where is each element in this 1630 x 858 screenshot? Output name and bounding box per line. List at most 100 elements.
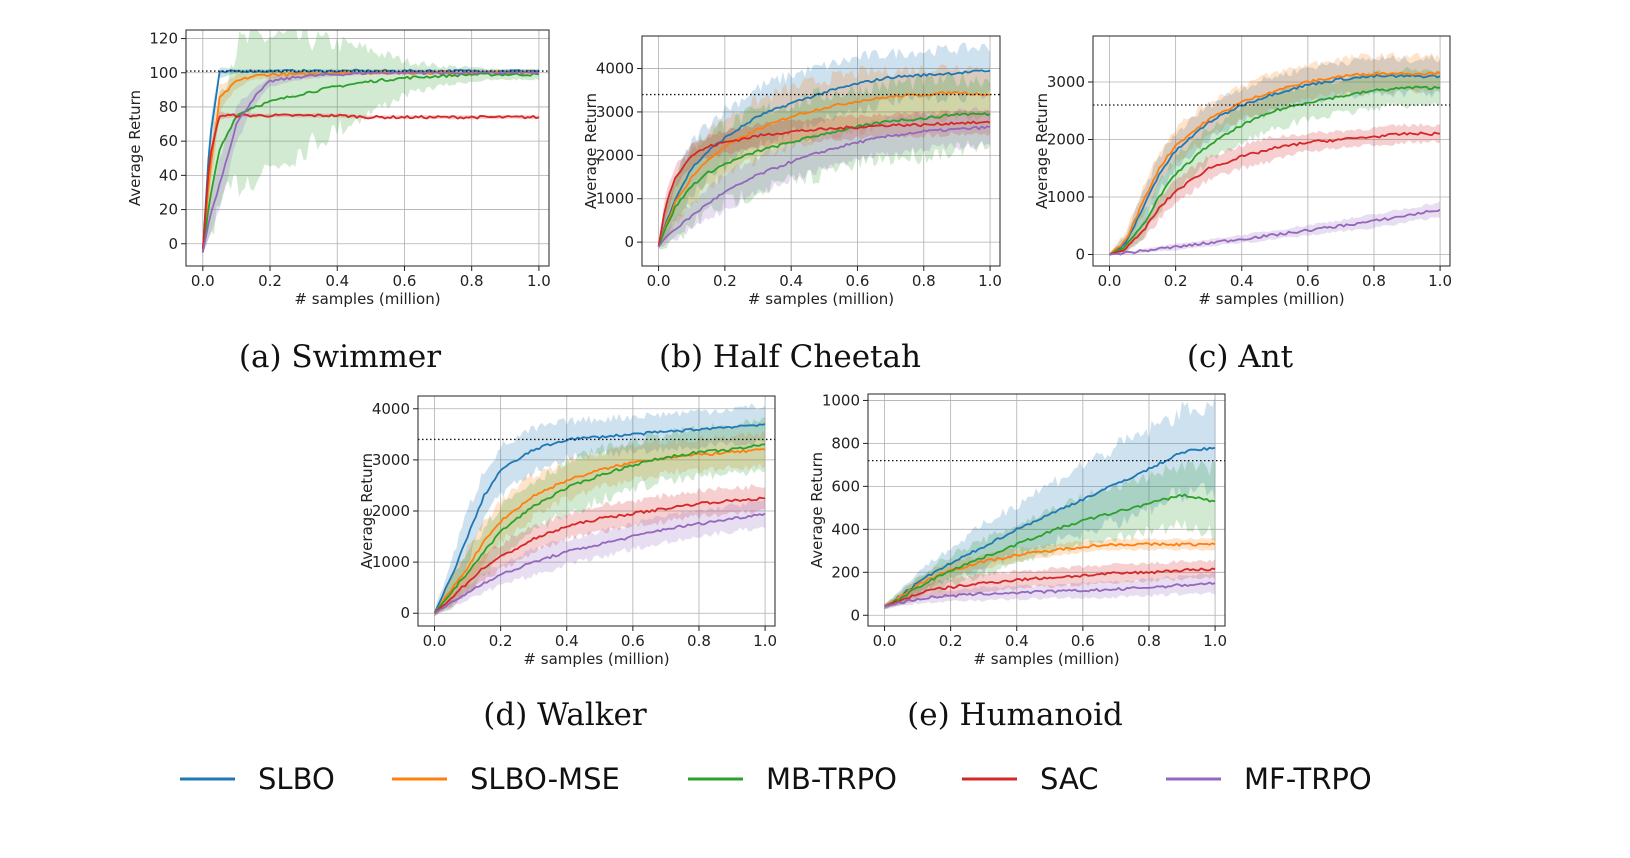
series-line-mb-trpo: [884, 493, 1216, 608]
y-tick-label: 1000: [1047, 188, 1085, 206]
series-line-mb-trpo: [433, 443, 766, 614]
series-line-sac: [657, 120, 991, 247]
x-tick-label: 0.2: [713, 272, 737, 290]
x-tick-label: 0.4: [1005, 632, 1029, 650]
x-tick-label: 1.0: [978, 272, 1002, 290]
x-axis-label: # samples (million): [1198, 290, 1344, 308]
series-line-mb-trpo: [657, 112, 991, 247]
y-tick-label: 40: [159, 166, 178, 184]
series-line-sac: [884, 567, 1216, 608]
y-axis-label: Average Return: [358, 453, 376, 569]
legend-item-sac: SAC: [962, 762, 1099, 796]
panel-3: 0.0 0.2 0.4 0.6 0.8 1.0 0 1000 2000 3000 # samples…: [1033, 35, 1452, 375]
x-axis-label: # samples (million): [523, 650, 669, 668]
y-axis-label: Average Return: [808, 452, 826, 568]
legend-item-mb-trpo: MB-TRPO: [688, 762, 897, 796]
panel-5: 0.0 0.2 0.4 0.6 0.8 1.0 0 200 400 600 800 1000 # sam…: [808, 391, 1227, 733]
panel-1: 0.0 0.2 0.4 0.6 0.8 1.0 0 20 40 60 80 100 120 # sampl…: [126, 29, 551, 375]
x-tick-label: 0.0: [191, 272, 215, 290]
x-tick-label: 1.0: [1203, 632, 1227, 650]
y-tick-label: 60: [159, 132, 178, 150]
series-line-slbo-mse: [657, 90, 991, 247]
y-tick-label: 0: [1075, 246, 1085, 264]
legend-label: SLBO: [258, 762, 335, 796]
series-line-sac: [1109, 131, 1441, 256]
x-tick-label: 0.4: [779, 272, 803, 290]
series-line-mf-trpo: [884, 581, 1216, 608]
x-tick-label: 0.2: [489, 632, 513, 650]
x-tick-label: 0.0: [647, 272, 671, 290]
series-line-mb-trpo: [1109, 85, 1441, 256]
series-line-slbo-mse: [884, 542, 1216, 608]
y-tick-label: 2000: [1047, 131, 1085, 149]
panel-4: 0.0 0.2 0.4 0.6 0.8 1.0 0 1000 2000 3000 4000 # sam…: [358, 395, 777, 733]
plot-area: [433, 403, 766, 617]
band-mb-trpo: [202, 30, 539, 254]
x-tick-label: 0.4: [325, 272, 349, 290]
y-tick-label: 100: [149, 64, 178, 82]
band-sac: [884, 558, 1216, 610]
y-tick-label: 1000: [372, 553, 410, 571]
y-tick-label: 0: [400, 604, 410, 622]
y-tick-label: 3000: [372, 451, 410, 469]
legend-label: MB-TRPO: [766, 762, 897, 796]
x-tick-label: 0.6: [846, 272, 870, 290]
x-axis-label: # samples (million): [973, 650, 1119, 668]
x-tick-label: 0.8: [1362, 272, 1386, 290]
x-tick-label: 0.2: [258, 272, 282, 290]
x-tick-label: 0.4: [555, 632, 579, 650]
band-slbo-mse: [658, 64, 991, 249]
y-tick-label: 1000: [822, 391, 860, 409]
band-slbo-mse: [202, 70, 539, 255]
band-sac: [658, 109, 991, 249]
band-mf-trpo: [1109, 201, 1441, 256]
series-line-slbo-mse: [1108, 71, 1441, 256]
x-tick-label: 0.0: [873, 632, 897, 650]
panel-caption: (b) Half Cheetah: [659, 339, 921, 375]
y-tick-label: 4000: [372, 400, 410, 418]
x-tick-label: 0.8: [912, 272, 936, 290]
band-sac: [1109, 123, 1441, 256]
y-axis-label: Average Return: [1033, 93, 1051, 209]
legend-label: MF-TRPO: [1244, 762, 1372, 796]
panel-caption: (d) Walker: [483, 697, 647, 733]
series-line-mf-trpo: [434, 512, 766, 614]
axes-frame: [1092, 35, 1451, 267]
y-tick-label: 200: [831, 563, 860, 581]
y-tick-label: 2000: [596, 146, 634, 164]
y-tick-label: 400: [831, 520, 860, 538]
panel-caption: (a) Swimmer: [239, 339, 441, 375]
series-line-mf-trpo: [657, 125, 991, 248]
y-axis-label: Average Return: [126, 90, 144, 206]
x-axis-label: # samples (million): [294, 290, 440, 308]
legend-item-slbo-mse: SLBO-MSE: [392, 762, 620, 796]
series-line-slbo: [433, 423, 766, 614]
panel-2: 0.0 0.2 0.4 0.6 0.8 1.0 0 1000 2000 3000 4000 # sam…: [582, 35, 1002, 375]
legend-item-slbo: SLBO: [180, 762, 335, 796]
panel-caption: (e) Humanoid: [907, 697, 1123, 733]
panel-caption: (c) Ant: [1187, 339, 1294, 375]
y-tick-label: 3000: [596, 103, 634, 121]
y-tick-label: 2000: [372, 502, 410, 520]
y-tick-label: 0: [168, 235, 178, 253]
plot-area: [657, 42, 991, 250]
band-mf-trpo: [658, 106, 991, 249]
axes-frame: [641, 35, 1001, 267]
band-mb-trpo: [658, 71, 991, 250]
y-tick-label: 1000: [596, 190, 634, 208]
x-tick-label: 0.6: [621, 632, 645, 650]
x-tick-label: 1.0: [527, 272, 551, 290]
x-axis-label: # samples (million): [748, 290, 894, 308]
legend: SLBO SLBO-MSE MB-TRPO SAC MF-TRPO: [180, 762, 1372, 796]
x-tick-label: 0.8: [1137, 632, 1161, 650]
series-line-mf-trpo: [201, 70, 539, 253]
y-tick-label: 0: [850, 606, 860, 624]
y-tick-label: 0: [624, 233, 634, 251]
x-tick-label: 0.0: [1098, 272, 1122, 290]
y-tick-label: 120: [149, 30, 178, 48]
y-tick-label: 80: [159, 98, 178, 116]
series-line-slbo: [884, 446, 1216, 608]
legend-label: SLBO-MSE: [470, 762, 620, 796]
y-tick-label: 20: [159, 201, 178, 219]
